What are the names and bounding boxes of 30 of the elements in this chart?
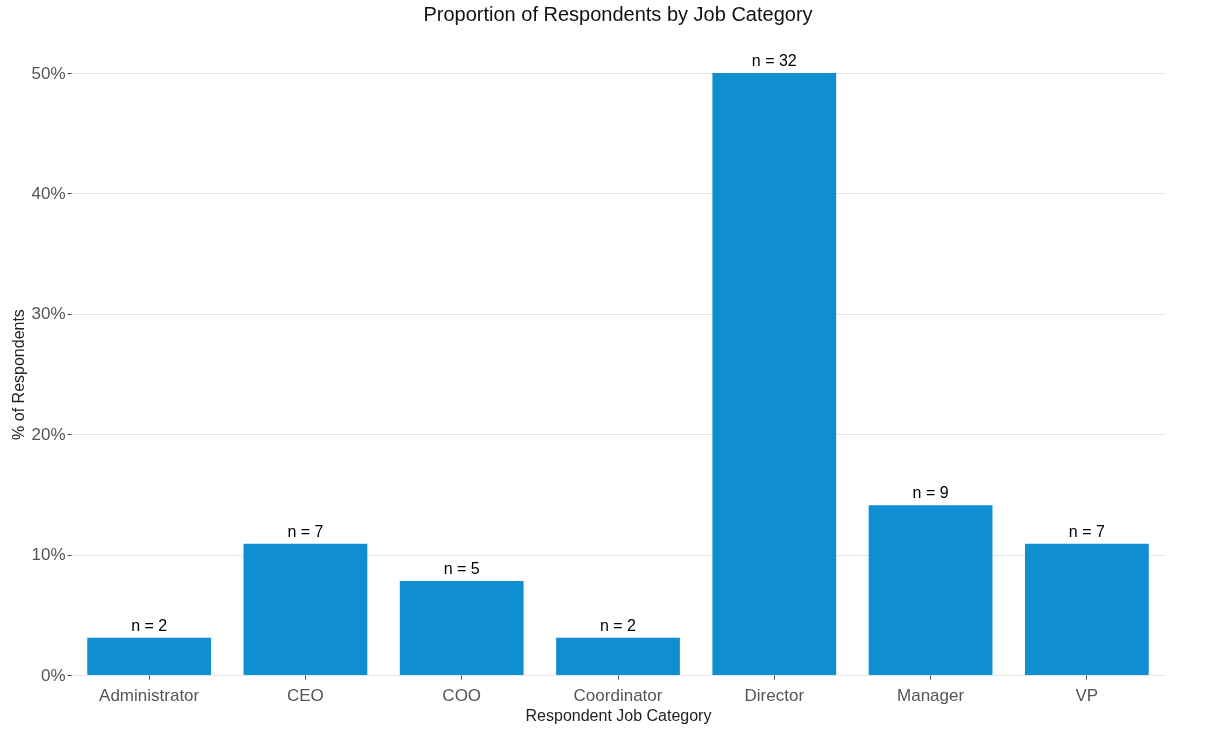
bar: [712, 73, 837, 675]
x-tick-label: CEO: [287, 685, 324, 705]
x-tick-label: COO: [442, 685, 482, 705]
bar: [556, 637, 680, 675]
bar: [1024, 543, 1149, 675]
bar: [87, 637, 212, 675]
annotation: n = 5: [443, 560, 480, 578]
bar: [399, 581, 524, 675]
x-axis-title: Respondent Job Category: [525, 706, 712, 724]
y-tick-label: 40%: [31, 183, 66, 203]
annotation: n = 2: [131, 616, 168, 634]
y-tick-label: 50%: [31, 63, 66, 83]
x-tick-label: Director: [744, 685, 805, 705]
annotation: n = 9: [912, 484, 949, 502]
chart-title: Proportion of Respondents by Job Category: [423, 3, 813, 25]
annotation: n = 7: [1068, 522, 1105, 540]
annotation: n = 7: [287, 522, 324, 540]
x-tick-label: Coordinator: [573, 685, 663, 705]
y-tick-label: 20%: [31, 424, 66, 444]
x-tick-label: VP: [1075, 685, 1099, 705]
bar: [868, 505, 993, 675]
annotation: n = 2: [599, 616, 637, 634]
bar: [243, 543, 368, 675]
y-tick-label: 10%: [31, 545, 66, 565]
x-tick-label: Manager: [897, 685, 965, 705]
x-tick-label: Administrator: [99, 685, 200, 705]
y-axis-title: % of Respondents: [10, 309, 28, 440]
y-tick-label: 30%: [31, 304, 66, 324]
annotation: n = 32: [751, 52, 797, 69]
y-tick-label: 0%: [40, 665, 66, 685]
